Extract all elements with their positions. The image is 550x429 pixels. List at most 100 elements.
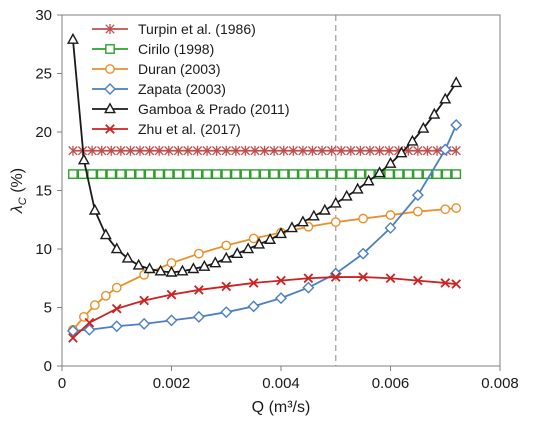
data-point [385, 273, 396, 284]
data-point [441, 169, 452, 180]
y-tick-label: 0 [44, 358, 52, 375]
legend-label: Cirilo (1998) [138, 41, 214, 57]
data-point [307, 169, 318, 180]
y-axis-label: λC (%) [9, 168, 29, 214]
data-point [450, 76, 463, 88]
data-point [212, 145, 222, 156]
data-point [220, 251, 233, 263]
data-point [345, 169, 356, 180]
data-point [138, 317, 151, 330]
data-point [248, 278, 259, 288]
x-tick-label: 0 [58, 375, 66, 392]
data-point [211, 169, 222, 180]
data-point [115, 169, 126, 180]
data-point [451, 169, 462, 180]
data-point [66, 32, 79, 44]
data-point [384, 221, 397, 234]
data-point [288, 145, 298, 156]
data-point [275, 227, 287, 239]
data-point [132, 258, 145, 270]
data-point [413, 275, 423, 286]
data-point [385, 210, 396, 220]
data-point [302, 281, 315, 294]
data-point [395, 146, 408, 158]
data-point [125, 145, 136, 156]
data-point [144, 145, 155, 156]
data-point [106, 169, 117, 180]
data-point [355, 169, 366, 180]
data-point [240, 169, 251, 180]
x-tick-label: 0.006 [372, 375, 410, 392]
data-point [194, 285, 204, 295]
data-point [298, 169, 308, 180]
data-point [351, 182, 364, 194]
plot-frame [61, 14, 501, 367]
data-point [154, 169, 165, 180]
data-point [259, 169, 270, 180]
data-point [417, 121, 430, 133]
data-point [303, 273, 314, 284]
data-point [329, 267, 342, 280]
data-point [166, 289, 177, 300]
data-point [202, 169, 212, 180]
data-point [413, 145, 423, 156]
data-point [384, 156, 397, 168]
legend-marker [105, 124, 115, 134]
y-tick-label: 30 [35, 7, 52, 24]
data-point [412, 169, 423, 180]
data-point [173, 145, 184, 156]
data-point [317, 145, 327, 156]
y-tick-label: 20 [35, 124, 52, 141]
data-point [87, 169, 98, 180]
data-point [68, 333, 78, 343]
data-point [99, 228, 112, 240]
data-point [279, 145, 289, 156]
y-tick-label: 5 [44, 300, 52, 317]
data-point [393, 169, 404, 180]
data-point [192, 169, 203, 180]
data-point [231, 247, 244, 258]
data-point [110, 242, 123, 254]
data-point [77, 153, 90, 165]
data-point [451, 203, 462, 213]
data-point [135, 145, 145, 156]
data-point [440, 278, 451, 288]
x-axis-label: Q (m³/s) [252, 399, 311, 416]
data-point [358, 272, 368, 282]
data-point [121, 251, 134, 263]
data-point [259, 145, 270, 156]
data-point [88, 203, 101, 215]
legend-label: Gamboa & Prado (2011) [138, 101, 290, 117]
legend-marker [104, 102, 116, 114]
data-point [221, 240, 232, 251]
data-point [192, 145, 203, 156]
data-point [84, 317, 95, 328]
data-point [355, 145, 366, 156]
data-point [135, 169, 145, 180]
series-cirilo-1998 [68, 169, 462, 180]
data-point [116, 145, 126, 156]
data-point [125, 169, 136, 180]
data-point [164, 145, 174, 156]
data-point [242, 242, 255, 254]
data-point [278, 169, 289, 180]
data-point [176, 264, 189, 276]
data-point [89, 300, 100, 311]
legend-label: Duran (2003) [138, 61, 221, 77]
data-point [296, 215, 309, 227]
y-axis-subscript: C [17, 197, 29, 205]
data-point [231, 145, 241, 156]
data-point [340, 189, 353, 201]
series-zapata-2003 [66, 118, 463, 337]
data-point [357, 247, 370, 260]
data-point [209, 256, 222, 268]
data-point [276, 275, 286, 286]
data-point [264, 232, 277, 244]
data-point [221, 145, 231, 156]
data-point [106, 145, 116, 156]
legend-label: Zapata (2003) [138, 81, 226, 97]
legend-label: Turpin et al. (1986) [138, 21, 256, 37]
data-point [68, 145, 78, 156]
series-gamboa-prado-2011 [66, 32, 463, 277]
x-tick-label: 0.002 [153, 375, 191, 392]
